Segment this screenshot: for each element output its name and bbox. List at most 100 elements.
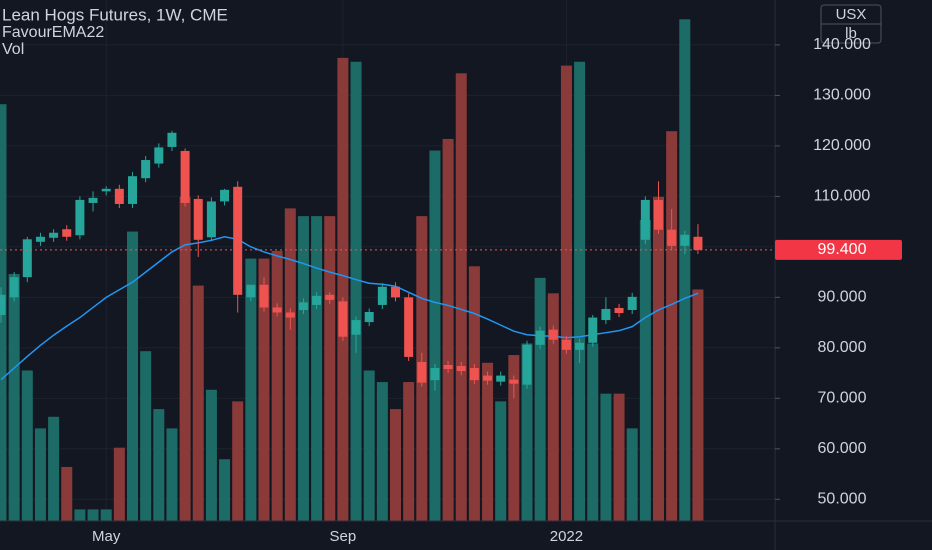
candle-body: [575, 342, 585, 350]
candle-body: [62, 229, 72, 237]
volume-bar: [639, 219, 651, 521]
last-price-tag: [775, 239, 902, 260]
volume-bar: [21, 370, 33, 521]
candle-body: [640, 199, 650, 240]
candle-body: [404, 297, 414, 357]
volume-bar: [442, 138, 454, 521]
candle-body: [154, 147, 164, 164]
volume-bar: [153, 409, 165, 521]
volume-bar: [87, 509, 99, 521]
volume-bar: [324, 216, 336, 521]
volume-bar: [113, 447, 125, 521]
volume-bar: [376, 382, 388, 521]
candle-body: [391, 286, 400, 298]
candle-body: [101, 188, 111, 192]
candle-body: [35, 236, 45, 242]
candle-body: [22, 239, 32, 278]
volume-bar: [245, 258, 257, 521]
volume-bar: [127, 231, 138, 522]
y-tick-label: 60.000: [818, 440, 867, 457]
candle-body: [430, 368, 440, 381]
volume-bar: [600, 393, 612, 521]
candle-body: [667, 229, 677, 246]
candle-body: [49, 232, 59, 238]
volume-bar: [34, 428, 46, 521]
volume-bar: [271, 250, 283, 521]
candle-body: [522, 344, 532, 385]
candle-body: [680, 234, 690, 246]
volume-bar: [666, 131, 678, 521]
candle-body: [338, 301, 348, 337]
volume-bar: [100, 509, 112, 521]
volume-bar: [258, 258, 270, 521]
candle-body: [246, 284, 256, 298]
y-tick-label: 130.000: [813, 87, 871, 104]
volume-bar: [692, 289, 704, 521]
volume-bar: [508, 355, 520, 521]
candle-body: [627, 296, 637, 310]
unit: lb: [845, 25, 857, 42]
volume-bar: [311, 216, 323, 521]
candle-body: [285, 312, 295, 318]
candle-body: [193, 198, 203, 240]
candle-body: [417, 361, 427, 383]
y-tick-label: 140.000: [813, 36, 871, 53]
volume-bar: [61, 466, 73, 521]
volume-bar: [574, 61, 586, 522]
candle-body: [141, 160, 151, 179]
volume-bar: [205, 389, 217, 521]
candle-body: [364, 311, 374, 323]
volume-bar: [179, 196, 191, 522]
candle-body: [128, 176, 137, 204]
volume-bar: [192, 285, 204, 521]
indicator-label: Vol: [2, 41, 24, 58]
y-tick-label: 90.000: [818, 289, 867, 306]
candle-body: [693, 236, 703, 250]
volume-bar: [74, 509, 86, 521]
volume-bar: [547, 293, 559, 521]
candle-body: [535, 330, 545, 345]
volume-bar: [48, 416, 60, 521]
volume-bar: [521, 343, 533, 521]
candle-body: [377, 286, 387, 305]
candle-body: [456, 366, 466, 372]
volume-bar: [429, 150, 441, 521]
candle-body: [272, 307, 282, 313]
candle-body: [483, 375, 493, 381]
candle-body: [496, 375, 506, 382]
volume-bar: [534, 277, 546, 521]
candle-body: [443, 365, 453, 370]
y-tick-label: 110.000: [814, 188, 871, 205]
chart-title: Lean Hogs Futures, 1W, CME: [2, 5, 228, 24]
candle-body: [601, 308, 611, 321]
volume-bar: [455, 73, 467, 521]
x-tick-label: May: [92, 528, 121, 545]
volume-bar: [403, 382, 415, 521]
ema-line: [0, 236, 699, 381]
candle-body: [588, 317, 598, 343]
volume-bar: [232, 401, 244, 521]
candle-body: [75, 199, 85, 236]
y-tick-label: 80.000: [818, 339, 867, 356]
volume-bar: [587, 343, 599, 521]
candle-body: [88, 197, 98, 203]
candle-body: [561, 339, 571, 350]
volume-bar: [468, 266, 480, 521]
volume-bar: [613, 393, 625, 521]
volume-bar: [284, 208, 296, 521]
indicator-label: FavourEMA22: [2, 24, 104, 41]
volume-bar: [166, 428, 178, 521]
candle-body: [614, 307, 624, 314]
x-tick-label: Sep: [330, 528, 357, 545]
candle-body: [469, 368, 479, 381]
volume-bar: [653, 196, 664, 522]
candle-body: [167, 132, 177, 147]
candle-body: [180, 150, 190, 203]
candle-body: [351, 320, 361, 335]
candle-body: [259, 284, 269, 308]
candle-body: [206, 201, 216, 238]
volume-bar: [626, 428, 638, 521]
candle-body: [548, 329, 558, 340]
candle-body: [654, 199, 663, 230]
